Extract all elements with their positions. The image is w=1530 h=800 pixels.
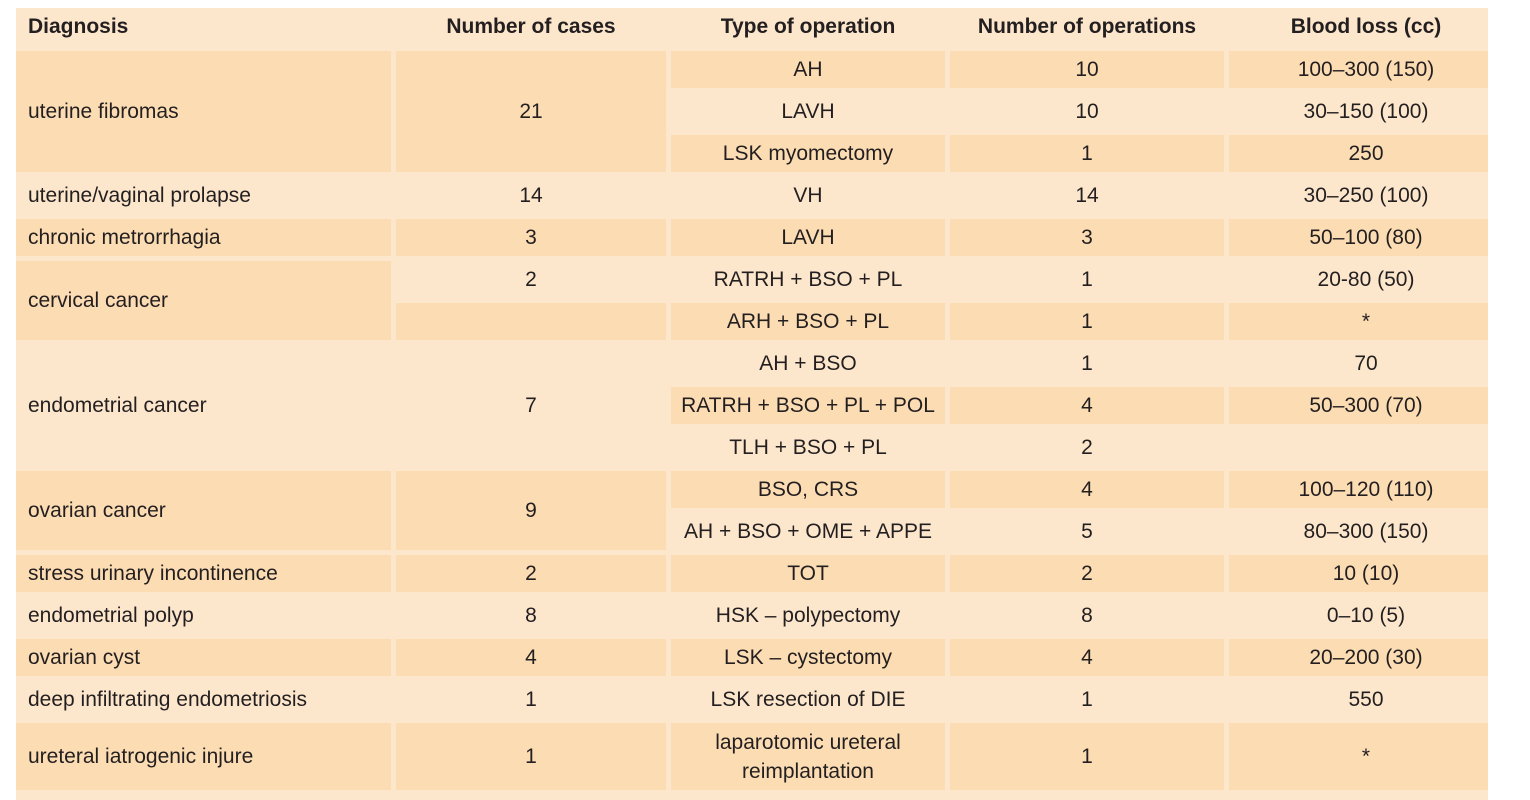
table-row: ovarian cyst 4 LSK – cystectomy 4 20–200…: [16, 639, 1488, 676]
operation-type-cell: TOT: [671, 555, 945, 592]
cases-cell: 3: [396, 219, 666, 256]
blood-loss-cell: 100–300 (150): [1229, 51, 1488, 88]
operation-count-cell: 2: [950, 555, 1224, 592]
operation-count-cell: 8: [950, 597, 1224, 634]
table-row: uterine/vaginal prolapse 14 VH 14 30–250…: [16, 177, 1488, 214]
operation-type-cell: HSK – polypectomy: [671, 597, 945, 634]
table-row: endometrial polyp 8 HSK – polypectomy 8 …: [16, 597, 1488, 634]
diagnosis-cell: ureteral iatrogenic injure: [16, 723, 391, 790]
blood-loss-cell: 10 (10): [1229, 555, 1488, 592]
operation-count-cell: 1: [950, 681, 1224, 718]
cases-cell: 21: [396, 51, 666, 172]
operation-type-cell: LSK myomectomy: [671, 135, 945, 172]
operation-count-cell: 4: [950, 639, 1224, 676]
table-row: chronic metrorrhagia 3 LAVH 3 50–100 (80…: [16, 219, 1488, 256]
table-row: ureteral iatrogenic injure 1 laparotomic…: [16, 723, 1488, 790]
header-number-of-cases: Number of cases: [396, 8, 666, 46]
operation-type-cell: laparotomic ureteral reimplantation: [671, 723, 945, 790]
blood-loss-cell: [1229, 429, 1488, 466]
header-diagnosis: Diagnosis: [16, 8, 391, 46]
blood-loss-cell: 30–250 (100): [1229, 177, 1488, 214]
operation-type-cell: RATRH + BSO + PL + POL: [671, 387, 945, 424]
table-row: LSK myomectomy 1 250: [16, 135, 1488, 172]
operation-count-cell: 1: [950, 135, 1224, 172]
table-container: Diagnosis Number of cases Type of operat…: [16, 8, 1488, 800]
cases-cell: 4: [396, 639, 666, 676]
diagnosis-cell: ovarian cancer: [16, 471, 391, 550]
header-number-of-operations: Number of operations: [950, 8, 1224, 46]
table-row: TLH + BSO + PL 2: [16, 429, 1488, 466]
blood-loss-cell: *: [1229, 723, 1488, 790]
diagnosis-cell: uterine fibromas: [16, 51, 391, 172]
operation-count-cell: 14: [950, 177, 1224, 214]
operation-count-cell: 5: [950, 513, 1224, 550]
table-row: AH + BSO + OME + APPE 5 80–300 (150): [16, 513, 1488, 550]
cases-cell: 8: [396, 597, 666, 634]
table-row: RATRH + BSO + PL + POL 4 50–300 (70): [16, 387, 1488, 424]
cases-cell: 14: [396, 177, 666, 214]
table-row: LAVH 10 30–150 (100): [16, 93, 1488, 130]
operation-type-cell: ARH + BSO + PL: [671, 303, 945, 340]
header-type-of-operation: Type of operation: [671, 8, 945, 46]
operation-type-cell: AH + BSO: [671, 345, 945, 382]
operation-count-cell: 3: [950, 219, 1224, 256]
header-row: Diagnosis Number of cases Type of operat…: [16, 8, 1488, 46]
diagnosis-cell: cervical cancer: [16, 261, 391, 340]
operation-count-cell: 2: [950, 429, 1224, 466]
operation-count-cell: 1: [950, 261, 1224, 298]
operation-count-cell: 1: [950, 345, 1224, 382]
table-row: cervical cancer 2 RATRH + BSO + PL 1 20-…: [16, 261, 1488, 340]
operation-count-cell: 1: [950, 723, 1224, 790]
operation-type-cell: TLH + BSO + PL: [671, 429, 945, 466]
table-row: uterine fibromas 21 AH 10 100–300 (150): [16, 51, 1488, 172]
blood-loss-cell: 30–150 (100): [1229, 93, 1488, 130]
blood-loss-cell: 50–100 (80): [1229, 219, 1488, 256]
operation-type-cell: AH + BSO + OME + APPE: [671, 513, 945, 550]
cases-cell: 1: [396, 681, 666, 718]
blood-loss-cell: 550: [1229, 681, 1488, 718]
blood-loss-cell: 100–120 (110): [1229, 471, 1488, 508]
diagnosis-cell: ovarian cyst: [16, 639, 391, 676]
cases-cell-empty: [396, 303, 666, 340]
table-row: ovarian cancer 9 BSO, CRS 4 100–120 (110…: [16, 471, 1488, 550]
blood-loss-cell: 20–200 (30): [1229, 639, 1488, 676]
diagnosis-cell: endometrial polyp: [16, 597, 391, 634]
operation-count-cell: 1: [950, 303, 1224, 340]
blood-loss-cell: 20-80 (50): [1229, 261, 1488, 298]
operation-count-cell: 10: [950, 93, 1224, 130]
blood-loss-cell: 80–300 (150): [1229, 513, 1488, 550]
table-row: endometrial cancer 7 AH + BSO 1 70: [16, 345, 1488, 466]
diagnosis-cell: uterine/vaginal prolapse: [16, 177, 391, 214]
table-row: ARH + BSO + PL 1 *: [16, 303, 1488, 340]
operation-count-cell: 4: [950, 471, 1224, 508]
operation-type-cell: RATRH + BSO + PL: [671, 261, 945, 298]
blood-loss-cell: 250: [1229, 135, 1488, 172]
cases-cell: 2: [396, 261, 666, 298]
operation-type-cell: AH: [671, 51, 945, 88]
diagnosis-cell: deep infiltrating endometriosis: [16, 681, 391, 718]
operation-count-cell: 4: [950, 387, 1224, 424]
blood-loss-cell: 70: [1229, 345, 1488, 382]
operation-type-cell: BSO, CRS: [671, 471, 945, 508]
operation-type-cell: LAVH: [671, 93, 945, 130]
header-blood-loss: Blood loss (cc): [1229, 8, 1488, 46]
operation-type-cell: VH: [671, 177, 945, 214]
cases-cell: 1: [396, 723, 666, 790]
operation-type-cell: LSK resection of DIE: [671, 681, 945, 718]
diagnosis-cell: endometrial cancer: [16, 345, 391, 466]
cases-cell: 7: [396, 345, 666, 466]
operation-type-cell: LSK – cystectomy: [671, 639, 945, 676]
cases-cell: 2: [396, 555, 666, 592]
table-row: deep infiltrating endometriosis 1 LSK re…: [16, 681, 1488, 718]
diagnosis-cell: stress urinary incontinence: [16, 555, 391, 592]
blood-loss-cell: 0–10 (5): [1229, 597, 1488, 634]
operation-count-cell: 10: [950, 51, 1224, 88]
operations-table: Diagnosis Number of cases Type of operat…: [16, 8, 1488, 795]
blood-loss-cell: *: [1229, 303, 1488, 340]
cases-cell: 9: [396, 471, 666, 550]
operation-type-cell: LAVH: [671, 219, 945, 256]
blood-loss-cell: 50–300 (70): [1229, 387, 1488, 424]
table-row: stress urinary incontinence 2 TOT 2 10 (…: [16, 555, 1488, 592]
diagnosis-cell: chronic metrorrhagia: [16, 219, 391, 256]
